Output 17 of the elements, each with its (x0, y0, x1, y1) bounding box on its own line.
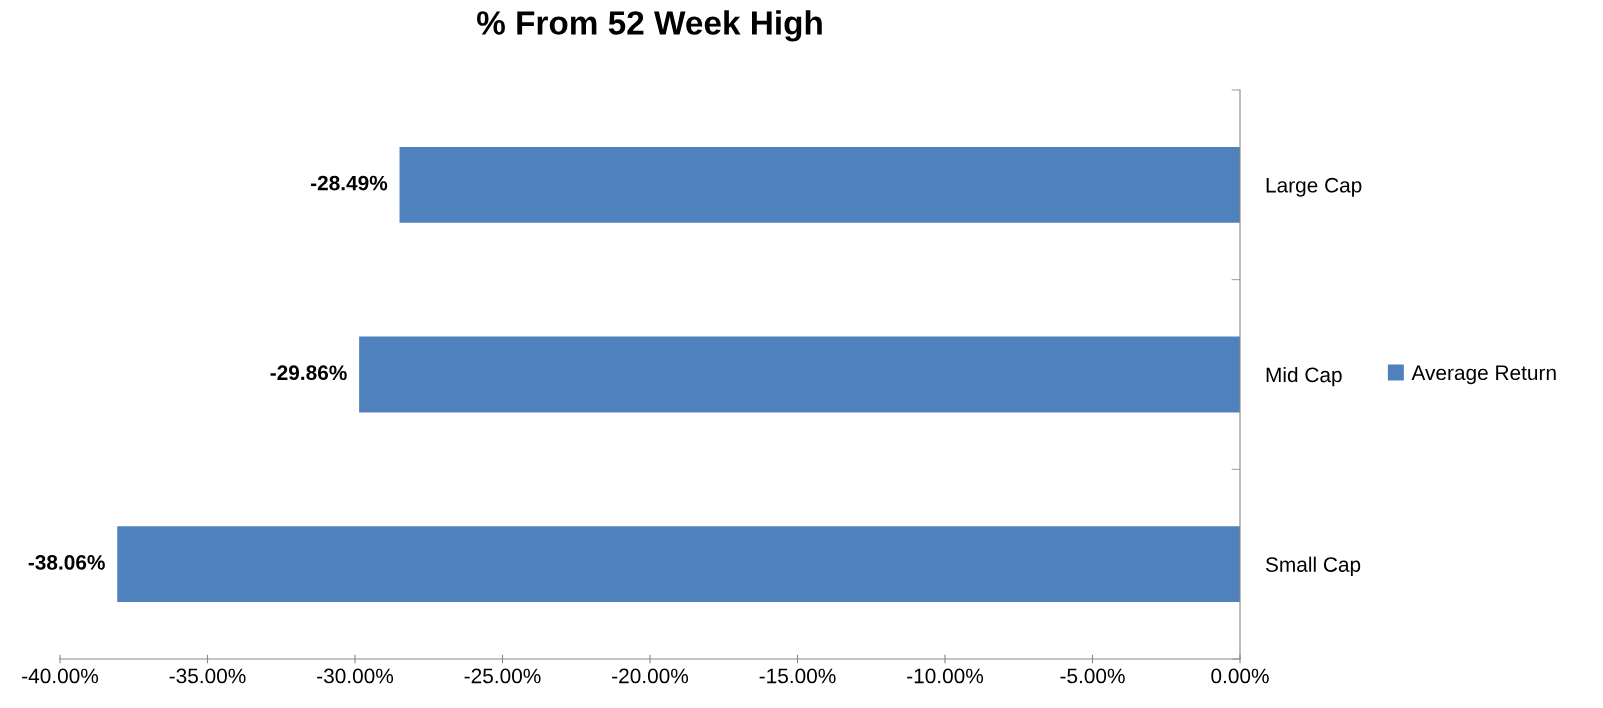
data-label: -29.86% (270, 365, 347, 381)
x-tick-label: -25.00% (464, 668, 541, 684)
y-tick-label: Small Cap (1265, 556, 1361, 577)
y-tick-label: Large Cap (1266, 177, 1362, 197)
chart-title: % From 52 Week High (477, 10, 822, 42)
x-tick-label: 0.00% (1211, 668, 1269, 684)
y-tick-label: Mid Cap (1266, 366, 1342, 387)
x-tick-label: -40.00% (22, 668, 99, 684)
x-tick-label: -35.00% (169, 668, 246, 684)
x-tick-label: -20.00% (612, 668, 689, 684)
x-tick-label: -10.00% (907, 668, 984, 684)
x-tick-label: -5.00% (1060, 668, 1125, 684)
data-label: -38.06% (28, 555, 105, 570)
data-label: -28.49% (310, 175, 388, 191)
x-tick-label: -30.00% (317, 668, 394, 684)
x-tick-label: -15.00% (759, 668, 836, 684)
legend-label: Average Return (1411, 365, 1556, 385)
